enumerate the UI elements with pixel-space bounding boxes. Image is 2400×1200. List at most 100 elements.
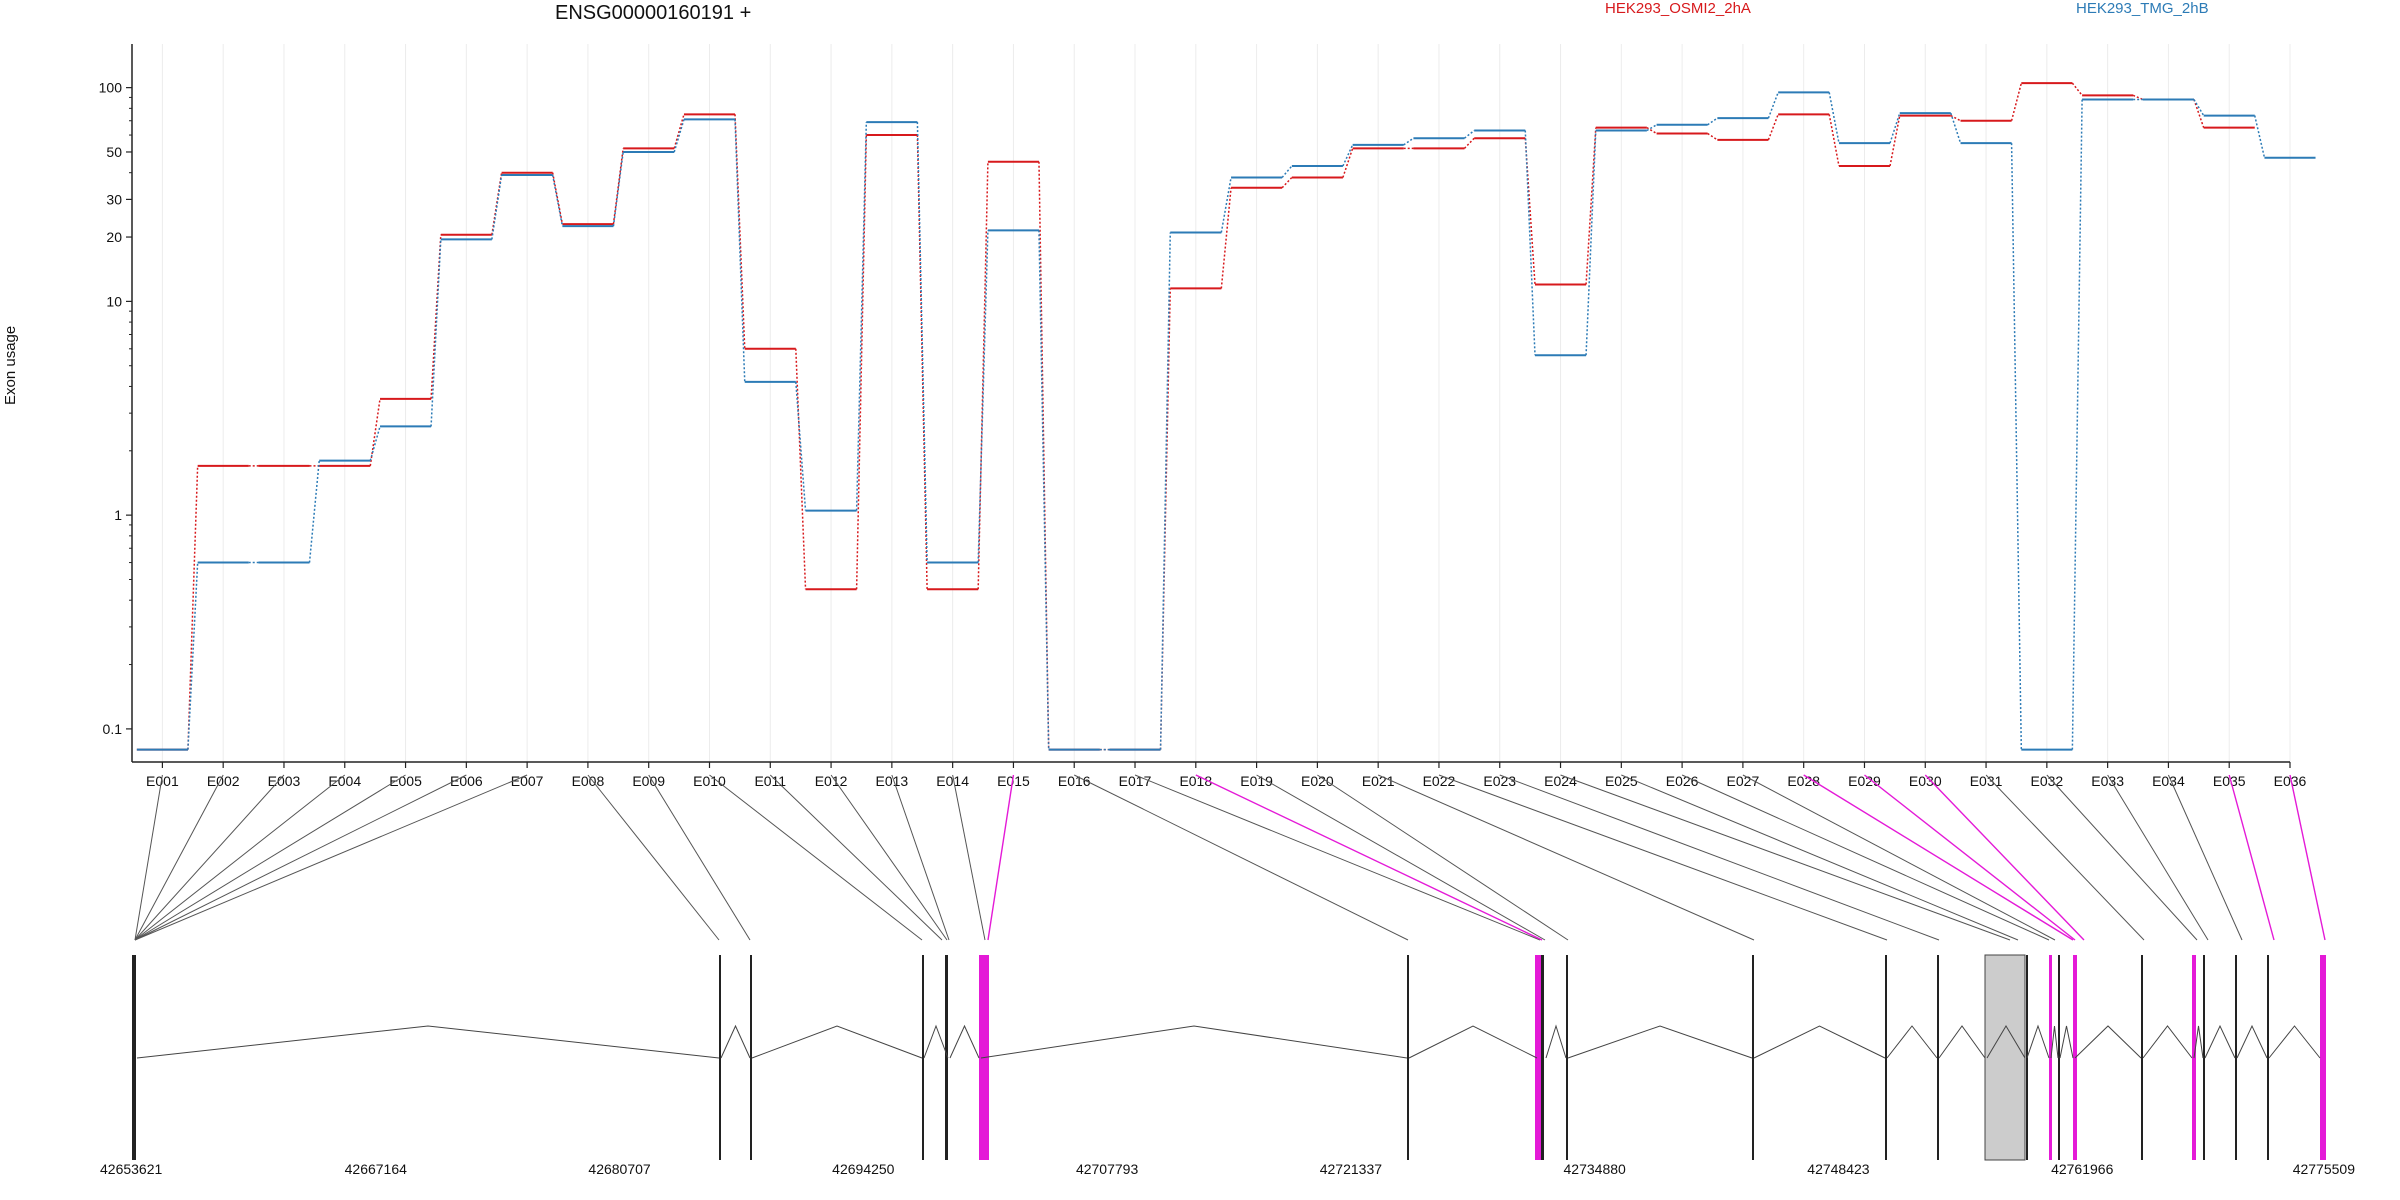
coordinate-label: 42721337 <box>1320 1161 1383 1177</box>
y-tick-label: 50 <box>106 144 122 160</box>
exon-bar <box>1937 955 1939 1160</box>
x-tick-label: E021 <box>1362 773 1395 789</box>
exon-link-E028 <box>1803 774 2074 941</box>
intron <box>2050 1025 2059 1059</box>
x-tick-label: E010 <box>693 773 726 789</box>
exon-link-E012 <box>830 774 948 941</box>
intron <box>949 1024 980 1059</box>
exon-link-E022 <box>1438 774 1888 941</box>
x-tick-label: E016 <box>1058 773 1091 789</box>
intron <box>2236 1024 2268 1059</box>
coordinate-label: 42748423 <box>1807 1161 1870 1177</box>
connector <box>1342 144 1354 167</box>
exon-link-E015 <box>987 774 1015 941</box>
connector <box>1828 114 1840 167</box>
exon-bar <box>2203 955 2205 1160</box>
gene-model <box>132 954 2326 1161</box>
exon-bar <box>1407 955 1409 1160</box>
exon-block <box>1984 954 2026 1161</box>
exon-bar <box>750 955 752 1160</box>
connector <box>1159 232 1172 750</box>
x-tick-label: E007 <box>511 773 544 789</box>
coordinate-label: 42653621 <box>100 1161 163 1177</box>
exon-bar <box>2141 955 2143 1160</box>
x-tick-label: E036 <box>2274 773 2307 789</box>
x-tick-label: E019 <box>1240 773 1273 789</box>
intron <box>720 1024 751 1059</box>
exon-bar <box>1885 955 1887 1160</box>
intron <box>1938 1025 1986 1059</box>
connector <box>491 174 503 240</box>
exon-bar <box>2049 955 2052 1160</box>
series-layer <box>136 82 2316 751</box>
x-tick-label: E020 <box>1301 773 1334 789</box>
x-tick-label: E001 <box>146 773 179 789</box>
x-tick-label: E013 <box>876 773 909 789</box>
exon-bar <box>945 955 948 1160</box>
connector <box>1220 177 1232 233</box>
y-tick-label: 100 <box>99 80 123 96</box>
exon-link-E002 <box>134 774 224 941</box>
connector <box>1889 115 1901 167</box>
connector <box>2193 99 2205 128</box>
connector <box>612 151 624 227</box>
x-tick-label: E024 <box>1544 773 1577 789</box>
x-tick-label: E031 <box>1970 773 2003 789</box>
x-tick-label: E012 <box>815 773 848 789</box>
intron <box>923 1024 949 1059</box>
x-tick-label: E005 <box>389 773 422 789</box>
connector <box>1220 187 1232 289</box>
connector <box>1038 230 1050 750</box>
x-tick-label: E004 <box>328 773 361 789</box>
axes: 0.1 1 10 20 30 50 100 <box>99 44 2290 763</box>
x-tick-label: E033 <box>2091 773 2124 789</box>
connector <box>1342 148 1354 178</box>
connector <box>855 122 868 511</box>
x-tick-label: E025 <box>1605 773 1638 789</box>
connector <box>673 119 685 153</box>
connector <box>977 161 989 590</box>
exon-link-E006 <box>134 774 467 941</box>
exon-link-E026 <box>1681 774 2050 941</box>
connector <box>612 148 624 225</box>
exon-link-E001 <box>134 774 163 941</box>
connector <box>551 172 564 225</box>
exon-link-E021 <box>1377 774 1755 941</box>
connector <box>2010 143 2023 750</box>
connector <box>1767 92 1779 119</box>
connector <box>2254 115 2266 158</box>
y-tick-label: 20 <box>106 229 122 245</box>
grid-lines <box>161 44 2291 762</box>
x-tick-label: E002 <box>207 773 240 789</box>
exon-connectors <box>134 774 2326 941</box>
coordinate-label: 42761966 <box>2051 1161 2114 1177</box>
exon-bar <box>2320 955 2326 1160</box>
connector <box>1463 137 1475 149</box>
connector <box>2193 99 2205 116</box>
coordinate-label: 42667164 <box>345 1161 408 1177</box>
exon-link-E032 <box>2046 774 2198 941</box>
x-tick-label: E032 <box>2030 773 2063 789</box>
exon-bar <box>922 955 924 1160</box>
intron <box>2268 1025 2321 1059</box>
connector <box>795 381 807 511</box>
connector <box>1646 124 1657 132</box>
connector <box>1646 126 1657 135</box>
connector <box>430 234 442 399</box>
exon-link-E024 <box>1560 774 2011 941</box>
connector <box>1707 117 1718 126</box>
y-tick-label: 30 <box>106 191 122 207</box>
y-tick-label: 0.1 <box>103 721 123 737</box>
intron <box>2204 1024 2236 1059</box>
exon-link-E027 <box>1742 774 2056 941</box>
exon-bar <box>2058 955 2060 1160</box>
coordinate-label: 42734880 <box>1564 1161 1627 1177</box>
intron <box>2142 1025 2193 1059</box>
connector <box>1828 92 1840 144</box>
connector <box>1403 137 1414 146</box>
connector <box>795 348 807 590</box>
legend-series-1: HEK293_OSMI2_2hA <box>1605 0 1751 17</box>
exon-bar <box>1566 955 1568 1160</box>
x-tick-label: E006 <box>450 773 483 789</box>
x-tick-label: E009 <box>632 773 665 789</box>
